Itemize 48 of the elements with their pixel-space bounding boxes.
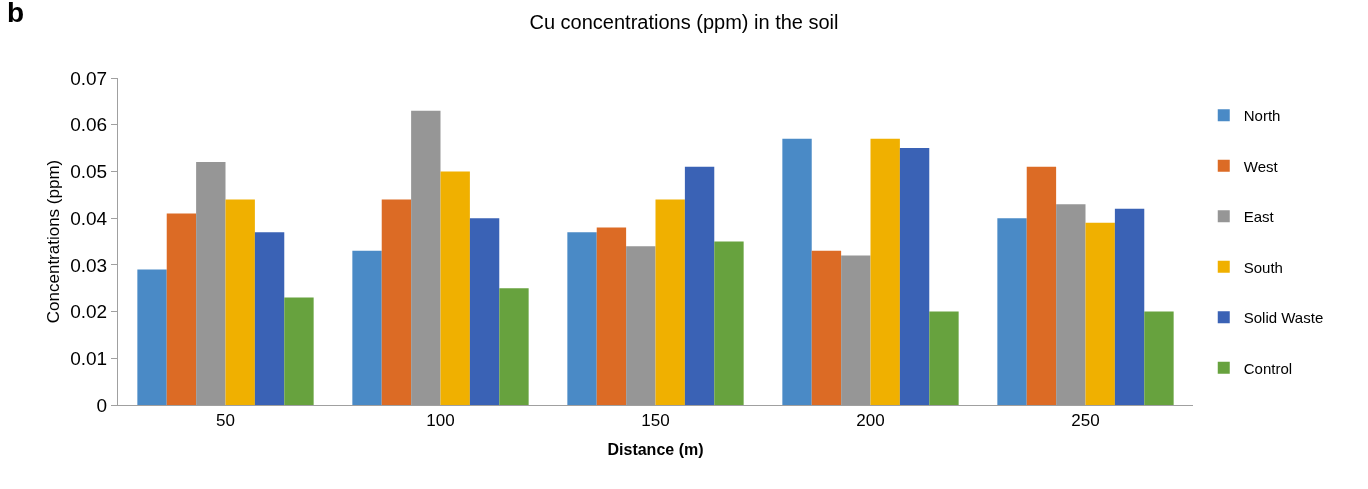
bar: [567, 232, 597, 405]
x-tick-label: 200: [856, 411, 885, 431]
bar: [381, 199, 412, 405]
bar: [1114, 208, 1145, 405]
legend-label: East: [1243, 208, 1275, 226]
legend-label: West: [1243, 157, 1279, 175]
bar: [166, 213, 197, 405]
bar: [254, 232, 285, 405]
legend-label: Solid Waste: [1243, 309, 1324, 327]
bar: [1026, 166, 1057, 405]
bar: [714, 241, 744, 405]
x-tick-label: 150: [641, 411, 670, 431]
legend-label: North: [1243, 107, 1281, 125]
bar: [684, 166, 715, 405]
bar: [499, 288, 529, 405]
bar: [870, 138, 900, 405]
bar: [782, 138, 812, 405]
bar: [137, 269, 167, 405]
y-tick-label: 0.03: [70, 254, 108, 276]
y-tick-label: 0.07: [70, 67, 108, 89]
x-axis-title: Distance (m): [607, 441, 704, 459]
x-tick-label: 50: [216, 411, 235, 431]
y-axis-title: Concentrations (ppm): [43, 159, 63, 324]
bar: [469, 218, 500, 405]
y-tick-label: 0.06: [70, 114, 108, 136]
bar: [352, 250, 382, 405]
y-tick-label: 0.04: [70, 207, 108, 229]
bar: [929, 311, 959, 405]
text: b: [7, 0, 25, 28]
bar: [899, 148, 930, 405]
bar: [440, 171, 470, 405]
bar: [1085, 222, 1115, 405]
x-tick-label: 100: [426, 411, 455, 431]
y-tick-label: 0.02: [70, 301, 108, 323]
bar: [596, 227, 627, 405]
y-tick-label: 0: [96, 394, 108, 416]
bar: [1144, 311, 1174, 405]
x-tick-label: 250: [1071, 411, 1100, 431]
bar: [284, 297, 314, 405]
legend-label: Control: [1243, 359, 1293, 377]
legend-label: South: [1243, 258, 1283, 276]
y-tick-label: 0.05: [70, 161, 108, 183]
bar: [997, 218, 1027, 405]
chart-title: Cu concentrations (ppm) in the soil: [529, 11, 839, 33]
bar: [655, 199, 685, 405]
bar: [225, 199, 255, 405]
y-tick-label: 0.01: [70, 347, 108, 369]
bar: [811, 250, 842, 405]
